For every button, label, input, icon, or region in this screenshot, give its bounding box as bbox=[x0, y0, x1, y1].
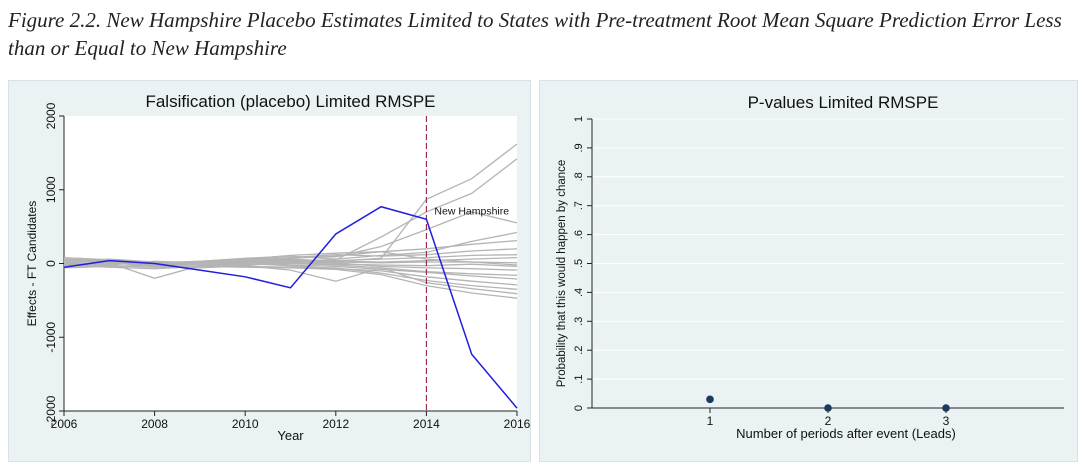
y-tick-label: 0 bbox=[573, 405, 585, 411]
x-axis-title: Number of periods after event (Leads) bbox=[736, 426, 956, 441]
chart-title: P-values Limited RMSPE bbox=[748, 93, 939, 112]
x-tick-label: 1 bbox=[707, 414, 714, 428]
y-axis-title: Probability that this would happen by ch… bbox=[556, 160, 568, 388]
placebo-series-line bbox=[63, 262, 518, 290]
y-tick-label: 1000 bbox=[44, 176, 58, 203]
y-tick-label: 2000 bbox=[44, 102, 58, 129]
x-tick-label: 2014 bbox=[413, 417, 440, 431]
x-tick-label: 2 bbox=[825, 414, 832, 428]
x-tick-label: 2008 bbox=[141, 417, 168, 431]
placebo-series-line bbox=[63, 260, 518, 295]
pvalue-chart-panel: P-values Limited RMSPE 0 .1 .2 .3 .4 .5 .6 .7 .8.… bbox=[539, 80, 1078, 462]
pvalue-point bbox=[824, 404, 832, 412]
y-tick-label: .7 bbox=[573, 201, 585, 210]
y-tick-label: .9 bbox=[573, 143, 585, 152]
pvalue-point bbox=[706, 395, 714, 404]
treated-line-label: New Hampshire bbox=[434, 205, 509, 217]
y-tick-label: .5 bbox=[573, 259, 585, 268]
y-tick-label: .4 bbox=[573, 288, 585, 297]
y-tick-label: -1000 bbox=[44, 322, 58, 353]
placebo-series-line bbox=[63, 264, 518, 299]
chart-title: Falsification (placebo) Limited RMSPE bbox=[145, 92, 435, 111]
x-tick-label: 2016 bbox=[504, 417, 531, 431]
y-tick-label: -2000 bbox=[44, 395, 58, 426]
treated-series-line bbox=[63, 205, 518, 409]
y-tick-label: .3 bbox=[573, 317, 585, 326]
y-tick-label: .1 bbox=[573, 375, 585, 384]
pvalue-point bbox=[942, 404, 950, 412]
x-tick-label: 2006 bbox=[51, 417, 78, 431]
y-tick-label: .2 bbox=[573, 346, 585, 355]
y-tick-label: 0 bbox=[44, 260, 58, 267]
x-axis-title: Year bbox=[277, 428, 304, 443]
x-tick-label: 2012 bbox=[322, 417, 349, 431]
y-tick-label: .8 bbox=[573, 172, 585, 181]
y-axis-title: Effects - FT Candidates bbox=[25, 201, 39, 327]
figure-caption: Figure 2.2. New Hampshire Placebo Estima… bbox=[8, 8, 1062, 60]
x-tick-label: 3 bbox=[943, 414, 950, 428]
placebo-series-line bbox=[63, 262, 518, 276]
placebo-series-line bbox=[63, 251, 518, 266]
x-tick-label: 2010 bbox=[232, 417, 259, 431]
y-tick-label: 1 bbox=[573, 116, 585, 122]
placebo-chart: Falsification (placebo) Limited RMSPE -20… bbox=[25, 92, 531, 443]
placebo-chart-panel: Falsification (placebo) Limited RMSPE -20… bbox=[8, 80, 531, 462]
y-tick-label: .6 bbox=[573, 230, 585, 239]
pvalue-chart: P-values Limited RMSPE 0 .1 .2 .3 .4 .5 .6 .7 .8.… bbox=[556, 93, 1064, 441]
